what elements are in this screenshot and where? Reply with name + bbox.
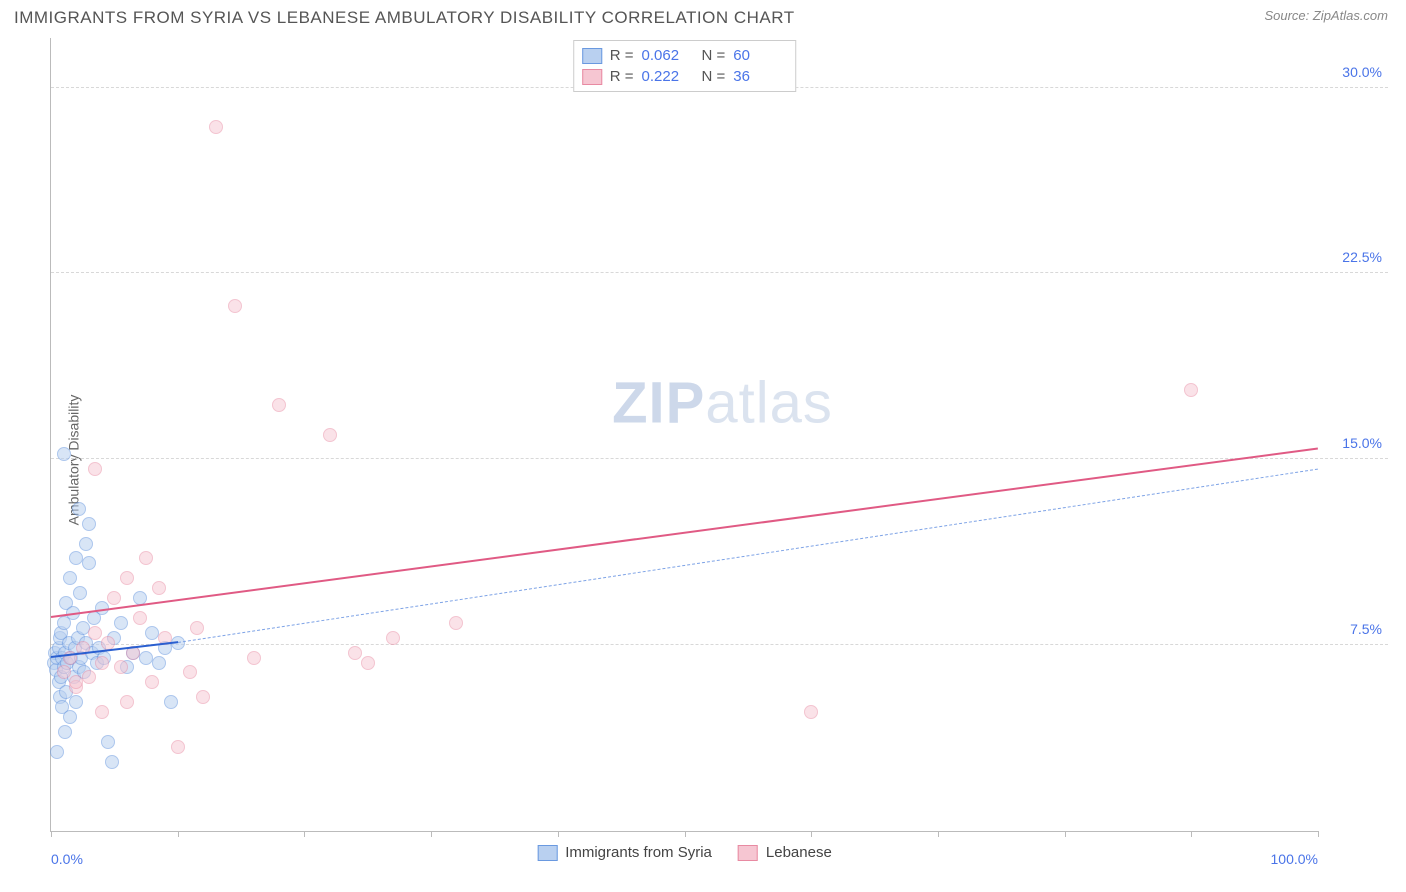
x-tick xyxy=(304,831,305,837)
scatter-point xyxy=(88,626,102,640)
scatter-point xyxy=(114,616,128,630)
scatter-point xyxy=(449,616,463,630)
scatter-point xyxy=(63,571,77,585)
scatter-point xyxy=(120,695,134,709)
legend-n-value-1: 36 xyxy=(733,68,785,85)
scatter-point xyxy=(183,665,197,679)
legend-n-label: N = xyxy=(702,68,726,85)
legend-label-bottom-1: Lebanese xyxy=(766,844,832,861)
x-tick xyxy=(811,831,812,837)
scatter-point xyxy=(101,735,115,749)
x-tick xyxy=(51,831,52,837)
scatter-point xyxy=(209,120,223,134)
legend-swatch-bottom-0 xyxy=(537,845,557,861)
chart-container: Ambulatory Disability ZIPatlas R = 0.062… xyxy=(14,38,1388,882)
legend-r-label: R = xyxy=(610,47,634,64)
scatter-point xyxy=(164,695,178,709)
chart-header: IMMIGRANTS FROM SYRIA VS LEBANESE AMBULA… xyxy=(0,0,1406,32)
legend-swatch-0 xyxy=(582,48,602,64)
scatter-point xyxy=(50,745,64,759)
legend-r-value-0: 0.062 xyxy=(642,47,694,64)
x-tick xyxy=(431,831,432,837)
scatter-point xyxy=(247,651,261,665)
x-tick xyxy=(178,831,179,837)
scatter-point xyxy=(72,502,86,516)
scatter-point xyxy=(196,690,210,704)
scatter-point xyxy=(88,462,102,476)
source-attribution: Source: ZipAtlas.com xyxy=(1264,8,1388,23)
x-tick xyxy=(1065,831,1066,837)
x-tick xyxy=(1191,831,1192,837)
legend-n-value-0: 60 xyxy=(733,47,785,64)
scatter-point xyxy=(79,537,93,551)
legend-swatch-bottom-1 xyxy=(738,845,758,861)
trend-line xyxy=(178,468,1318,642)
scatter-point xyxy=(105,755,119,769)
plot-area: ZIPatlas R = 0.062 N = 60 R = 0.222 N = … xyxy=(50,38,1318,832)
legend-n-label: N = xyxy=(702,47,726,64)
chart-title: IMMIGRANTS FROM SYRIA VS LEBANESE AMBULA… xyxy=(14,8,795,28)
scatter-point xyxy=(386,631,400,645)
source-prefix: Source: xyxy=(1264,8,1312,23)
scatter-point xyxy=(57,665,71,679)
scatter-point xyxy=(133,611,147,625)
trend-line xyxy=(51,447,1318,617)
x-tick-label: 100.0% xyxy=(1271,851,1318,867)
scatter-point xyxy=(69,695,83,709)
scatter-point xyxy=(152,581,166,595)
y-tick-label: 22.5% xyxy=(1342,249,1382,265)
legend-row-series-0: R = 0.062 N = 60 xyxy=(582,45,786,66)
scatter-point xyxy=(120,571,134,585)
legend-r-value-1: 0.222 xyxy=(642,68,694,85)
scatter-point xyxy=(73,586,87,600)
gridline-h xyxy=(51,272,1388,273)
legend-label-bottom-0: Immigrants from Syria xyxy=(565,844,712,861)
scatter-point xyxy=(323,428,337,442)
watermark: ZIPatlas xyxy=(612,369,833,436)
scatter-point xyxy=(95,705,109,719)
scatter-point xyxy=(145,675,159,689)
x-tick xyxy=(1318,831,1319,837)
x-tick xyxy=(685,831,686,837)
legend-r-label: R = xyxy=(610,68,634,85)
watermark-bold: ZIP xyxy=(612,370,705,435)
x-tick xyxy=(938,831,939,837)
scatter-point xyxy=(95,656,109,670)
y-tick-label: 7.5% xyxy=(1350,621,1382,637)
scatter-point xyxy=(82,670,96,684)
scatter-point xyxy=(171,740,185,754)
scatter-point xyxy=(348,646,362,660)
scatter-point xyxy=(114,660,128,674)
legend-row-series-1: R = 0.222 N = 36 xyxy=(582,66,786,87)
scatter-point xyxy=(63,710,77,724)
scatter-point xyxy=(1184,383,1198,397)
scatter-point xyxy=(272,398,286,412)
legend-item-1: Lebanese xyxy=(738,844,832,861)
watermark-light: atlas xyxy=(705,370,833,435)
scatter-point xyxy=(228,299,242,313)
scatter-point xyxy=(190,621,204,635)
x-tick xyxy=(558,831,559,837)
scatter-point xyxy=(101,636,115,650)
y-tick-label: 30.0% xyxy=(1342,64,1382,80)
scatter-point xyxy=(82,556,96,570)
y-tick-label: 15.0% xyxy=(1342,435,1382,451)
legend-swatch-1 xyxy=(582,69,602,85)
series-legend: Immigrants from Syria Lebanese xyxy=(537,844,832,861)
scatter-point xyxy=(804,705,818,719)
legend-item-0: Immigrants from Syria xyxy=(537,844,712,861)
scatter-point xyxy=(58,725,72,739)
scatter-point xyxy=(361,656,375,670)
source-name: ZipAtlas.com xyxy=(1313,8,1388,23)
correlation-legend: R = 0.062 N = 60 R = 0.222 N = 36 xyxy=(573,40,797,92)
scatter-point xyxy=(82,517,96,531)
x-tick-label: 0.0% xyxy=(51,851,83,867)
scatter-point xyxy=(152,656,166,670)
scatter-point xyxy=(57,447,71,461)
gridline-h xyxy=(51,644,1388,645)
scatter-point xyxy=(69,675,83,689)
gridline-h xyxy=(51,458,1388,459)
scatter-point xyxy=(139,551,153,565)
scatter-point xyxy=(107,591,121,605)
